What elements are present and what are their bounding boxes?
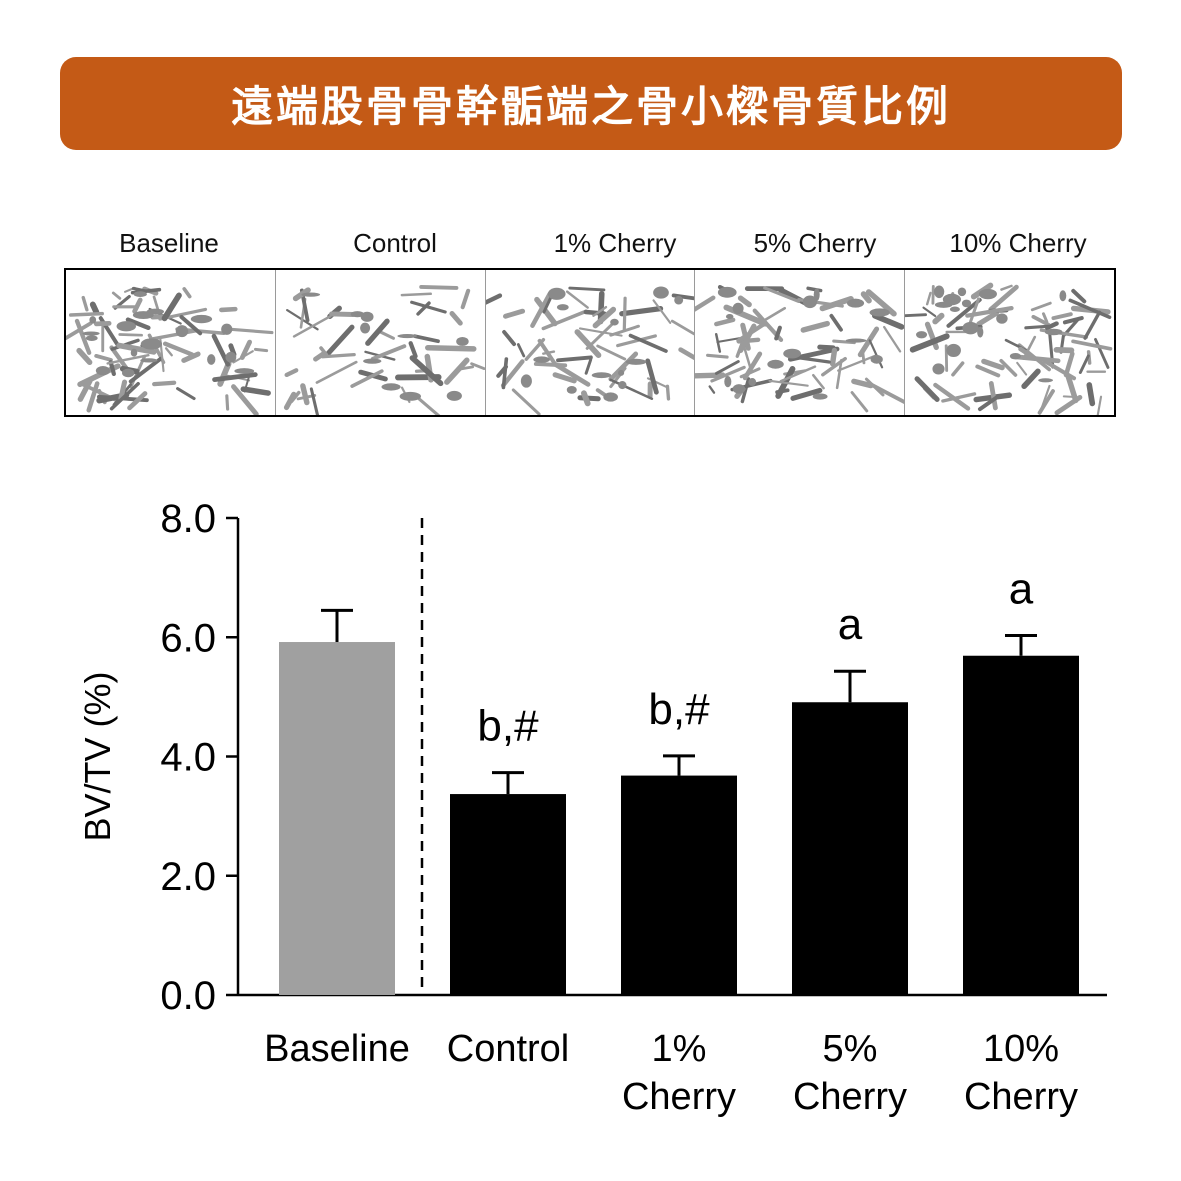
bar bbox=[963, 655, 1079, 995]
scan-image-10pct-cherry bbox=[905, 270, 1114, 415]
x-tick-label: Cherry bbox=[793, 1076, 907, 1118]
scan-image-baseline bbox=[66, 270, 276, 415]
y-tick-label: 8.0 bbox=[160, 497, 216, 541]
y-axis-label: BV/TV (%) bbox=[77, 671, 118, 841]
x-tick-label: 10% bbox=[983, 1028, 1059, 1070]
y-tick-label: 6.0 bbox=[160, 616, 216, 660]
y-tick-label: 2.0 bbox=[160, 855, 216, 899]
microct-scan-strip bbox=[64, 268, 1116, 417]
y-tick-label: 4.0 bbox=[160, 736, 216, 780]
scan-labels: Baseline Control 1% Cherry 5% Cherry 10%… bbox=[64, 228, 1118, 268]
significance-label: b,# bbox=[477, 702, 539, 751]
y-tick-label: 0.0 bbox=[160, 974, 216, 1018]
scan-label-baseline: Baseline bbox=[119, 228, 219, 258]
bar bbox=[279, 642, 395, 995]
x-tick-label: Cherry bbox=[622, 1076, 736, 1118]
scan-image-1pct-cherry bbox=[485, 270, 696, 415]
banner-title: 遠端股骨骨幹骺端之骨小樑骨質比例 bbox=[230, 82, 951, 131]
scan-image-control bbox=[276, 270, 486, 415]
x-tick-label: Cherry bbox=[964, 1076, 1078, 1118]
bar bbox=[450, 794, 566, 995]
bar bbox=[621, 775, 737, 995]
bar bbox=[792, 702, 908, 995]
bvtv-bar-chart: 0.0 2.0 4.0 6.0 8.0 BV/TV (%) Baseline b,# Contr… bbox=[77, 497, 1107, 1118]
x-tick-label: Control bbox=[447, 1028, 570, 1070]
scan-label-10pct: 10% Cherry bbox=[949, 228, 1087, 258]
x-tick-label: 1% bbox=[652, 1028, 707, 1070]
x-tick-label: 5% bbox=[823, 1028, 878, 1070]
scan-label-5pct: 5% Cherry bbox=[753, 228, 877, 258]
significance-label: a bbox=[1009, 564, 1034, 613]
scan-image-5pct-cherry bbox=[695, 270, 906, 415]
x-tick-label: Baseline bbox=[264, 1028, 410, 1070]
significance-label: a bbox=[838, 600, 863, 649]
scan-label-control: Control bbox=[353, 228, 437, 258]
scan-label-1pct: 1% Cherry bbox=[553, 228, 677, 258]
title-banner: 遠端股骨骨幹骺端之骨小樑骨質比例 bbox=[60, 57, 1122, 150]
significance-label: b,# bbox=[648, 685, 710, 734]
